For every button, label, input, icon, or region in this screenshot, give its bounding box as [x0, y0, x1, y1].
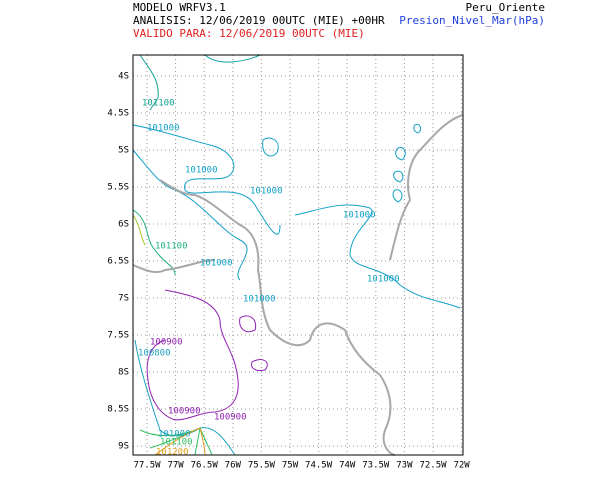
contour-line — [204, 54, 261, 63]
border-line — [389, 114, 464, 261]
contour-line — [146, 289, 239, 421]
lat-label: 5.5S — [107, 183, 129, 193]
analysis-time: ANALISIS: 12/06/2019 00UTC (MIE) +00HR — [133, 14, 385, 27]
valid-time: VALIDO PARA: 12/06/2019 00UTC (MIE) — [133, 27, 365, 40]
lon-label: 72.5W — [419, 461, 447, 471]
borders — [132, 114, 464, 456]
contour-label: 101000 — [200, 259, 233, 269]
lon-label: 77W — [167, 461, 184, 471]
lon-label: 73W — [396, 461, 413, 471]
lon-label: 74.5W — [305, 461, 333, 471]
lon-label: 75W — [282, 461, 299, 471]
contour-label: 100900 — [168, 407, 201, 417]
contour-label: 101100 — [160, 438, 193, 448]
lat-label: 4S — [118, 72, 129, 82]
contour-label: 101000 — [367, 275, 400, 285]
lat-label: 6.5S — [107, 257, 129, 267]
lon-label: 75.5W — [248, 461, 276, 471]
border-line — [159, 179, 396, 456]
contour-line — [132, 124, 281, 235]
contour-label: 101100 — [142, 99, 175, 109]
lat-label: 4.5S — [107, 109, 129, 119]
lat-label: 8.5S — [107, 405, 129, 415]
contour-label: 100800 — [138, 349, 171, 359]
variable-name: Presion_Nivel_Mar(hPa) — [399, 14, 545, 27]
contour-line — [139, 54, 159, 111]
lat-label: 9S — [118, 442, 129, 452]
contour-line — [132, 214, 146, 246]
grid — [133, 55, 463, 455]
contour-line — [294, 204, 461, 309]
model-title: MODELO WRFV3.1 — [133, 1, 226, 14]
lon-label: 76W — [225, 461, 242, 471]
lon-label: 76.5W — [191, 461, 219, 471]
contour-label: 101000 — [243, 295, 276, 305]
contour-label: 101000 — [147, 124, 180, 134]
lat-label: 6S — [118, 220, 129, 230]
lon-label: 74W — [339, 461, 356, 471]
contour-label: 101000 — [185, 166, 218, 176]
lon-label: 73.5W — [362, 461, 390, 471]
contour-label: 101000 — [343, 211, 376, 221]
lat-label: 7S — [118, 294, 129, 304]
contour-line — [132, 149, 248, 281]
contour-label: 100900 — [214, 413, 247, 423]
lon-label: 72W — [453, 461, 470, 471]
map-frame — [132, 54, 464, 456]
lat-label: 7.5S — [107, 331, 129, 341]
contours — [132, 54, 461, 456]
contour-line — [239, 315, 268, 371]
contour-label: 101000 — [250, 187, 283, 197]
border-line — [132, 259, 216, 274]
contour-line — [262, 123, 422, 203]
region-name: Peru_Oriente — [466, 1, 545, 14]
contour-label: 101100 — [155, 242, 188, 252]
lat-label: 5S — [118, 146, 129, 156]
lat-label: 8S — [118, 368, 129, 378]
lon-label: 77.5W — [133, 461, 161, 471]
contour-label: 101000 — [158, 430, 191, 440]
contour-label: 101200 — [156, 448, 189, 458]
contour-line — [154, 427, 206, 456]
contour-label: 100900 — [150, 338, 183, 348]
contour-labels: 1011001010001010001010001010001011001010… — [138, 99, 400, 458]
